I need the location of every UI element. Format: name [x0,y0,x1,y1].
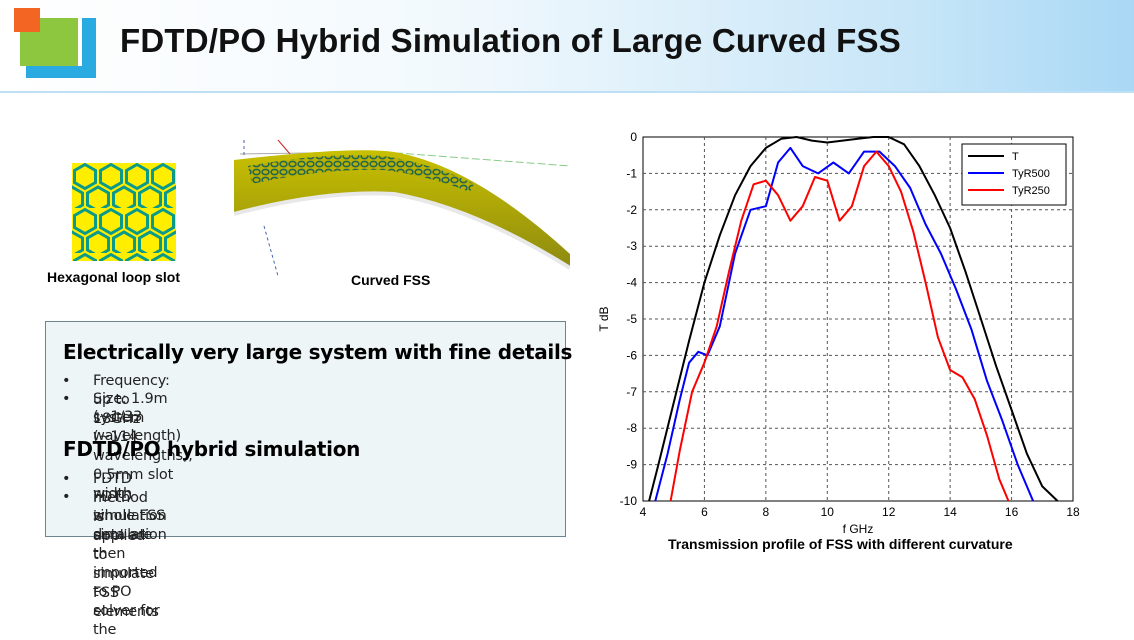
y-tick-label: -2 [626,203,637,217]
series-line-t [648,136,1059,502]
hexagonal-slot-image [72,163,176,261]
hexagonal-slot-caption: Hexagonal loop slot [47,269,181,285]
y-axis-label: T dB [597,306,611,331]
bullet-dot: • [62,471,71,487]
y-tick-label: -1 [626,166,637,180]
bullet-dot: • [62,373,71,389]
x-tick-label: 16 [1005,505,1019,519]
x-tick-label: 4 [640,505,647,519]
y-tick-label: -4 [626,276,637,290]
y-tick-label: -9 [626,458,637,472]
info-box: Electrically very large system with fine… [45,321,572,638]
y-tick-label: -6 [626,348,637,362]
y-tick-label: -7 [626,385,637,399]
x-tick-label: 8 [763,505,770,519]
y-tick-label: -3 [626,239,637,253]
info-heading-large-system: Electrically very large system with fine… [63,340,573,364]
logo [14,8,98,82]
x-tick-label: 10 [821,505,835,519]
y-tick-label: -10 [620,494,638,508]
x-axis-label: f GHz [843,522,874,534]
info-heading-hybrid: FDTD/PO hybrid simulation [63,437,361,461]
y-tick-label: 0 [630,130,637,144]
curved-fss-image [234,139,570,276]
transmission-chart: 4 6 8 10 12 14 16 18 0 -1 -2 -3 -4 -5 -6 -7 -8 -9 -10 T TyR… [597,130,1080,534]
series-line-tyr250 [669,150,1010,502]
y-tick-label: -8 [626,421,637,435]
series-line-tyr500 [654,146,1035,502]
x-tick-label: 12 [882,505,896,519]
logo-orange-square [14,8,40,32]
legend-label: TyR500 [1012,168,1050,180]
legend-label: TyR250 [1012,185,1050,197]
y-tick-label: -5 [626,312,637,326]
x-tick-label: 14 [943,505,957,519]
title-bar [0,0,1134,92]
bullet-dot: • [62,391,71,407]
chart-caption: Transmission profile of FSS with differe… [668,536,1013,552]
legend-label: T [1012,151,1019,163]
x-tick-label: 18 [1066,505,1080,519]
title-divider [0,91,1134,93]
curved-fss-caption: Curved FSS [351,272,431,288]
slide-title: FDTD/PO Hybrid Simulation of Large Curve… [120,22,901,59]
legend-box [961,143,1067,206]
x-tick-label: 6 [701,505,708,519]
bullet-dot: • [62,489,71,505]
